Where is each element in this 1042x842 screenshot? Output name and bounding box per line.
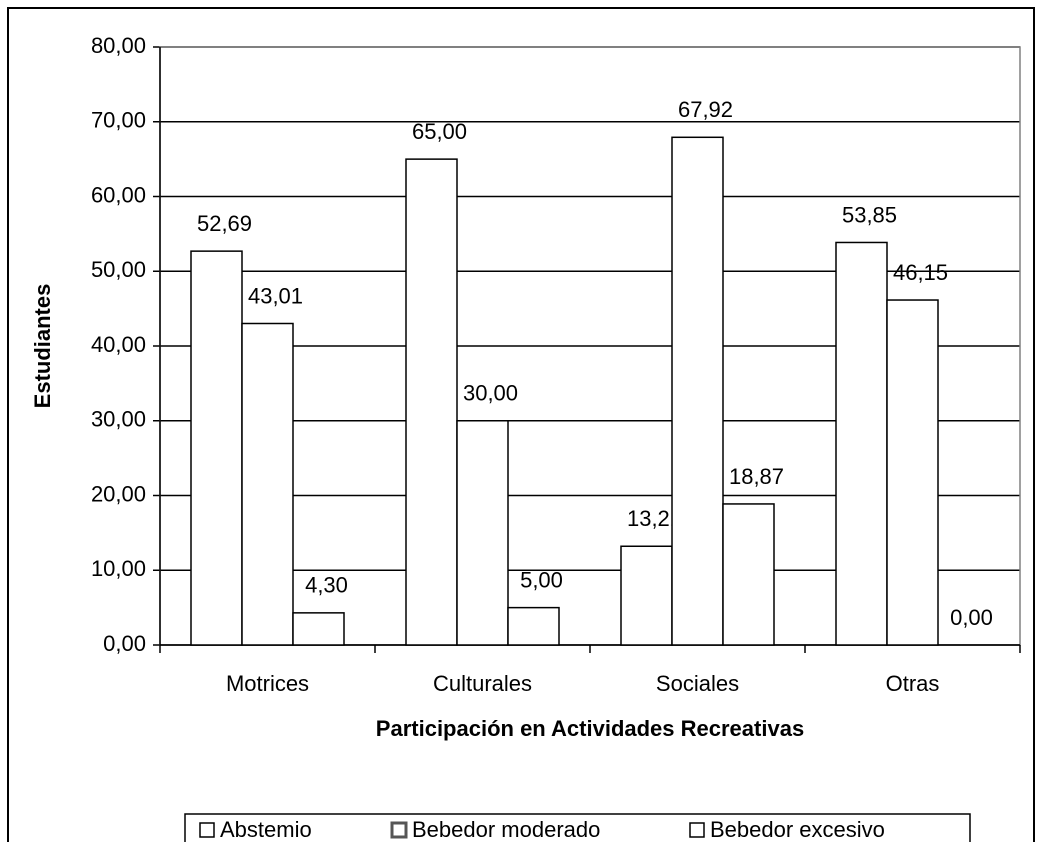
legend-swatch bbox=[689, 822, 705, 838]
y-tick-label: 10,00 bbox=[91, 556, 146, 581]
value-label: 67,92 bbox=[678, 97, 733, 122]
bar bbox=[886, 299, 939, 646]
value-label: 52,69 bbox=[197, 211, 252, 236]
legend-label: Bebedor moderado bbox=[412, 817, 600, 842]
x-tick-label: Sociales bbox=[656, 671, 739, 696]
bar bbox=[671, 136, 724, 646]
x-tick-label: Motrices bbox=[226, 671, 309, 696]
y-tick-label: 20,00 bbox=[91, 481, 146, 506]
y-tick-label: 30,00 bbox=[91, 407, 146, 432]
bar bbox=[190, 250, 243, 646]
bar bbox=[292, 612, 345, 646]
y-tick-label: 80,00 bbox=[91, 33, 146, 58]
bar bbox=[241, 322, 294, 646]
y-tick-label: 70,00 bbox=[91, 108, 146, 133]
bar bbox=[620, 545, 673, 646]
legend-swatch bbox=[199, 822, 215, 838]
bar bbox=[507, 606, 560, 646]
legend-label: Abstemio bbox=[220, 817, 312, 842]
value-label: 53,85 bbox=[842, 202, 897, 227]
value-label: 65,00 bbox=[412, 119, 467, 144]
y-tick-label: 40,00 bbox=[91, 332, 146, 357]
bar bbox=[405, 158, 458, 646]
value-label: 30,00 bbox=[463, 381, 518, 406]
value-label: 0,00 bbox=[950, 605, 993, 630]
value-label: 5,00 bbox=[520, 567, 563, 592]
legend-box bbox=[184, 813, 971, 842]
x-tick-label: Otras bbox=[886, 671, 940, 696]
bar bbox=[722, 503, 775, 646]
value-label: 4,30 bbox=[305, 573, 348, 598]
y-tick-label: 60,00 bbox=[91, 182, 146, 207]
x-axis-title: Participación en Actividades Recreativas bbox=[376, 716, 804, 741]
bar bbox=[835, 241, 888, 646]
value-label: 46,15 bbox=[893, 260, 948, 285]
legend-label: Bebedor excesivo bbox=[710, 817, 885, 842]
x-tick-label: Culturales bbox=[433, 671, 532, 696]
value-label: 18,87 bbox=[729, 464, 784, 489]
legend-swatch bbox=[390, 821, 408, 839]
y-tick-label: 50,00 bbox=[91, 257, 146, 282]
bar bbox=[456, 420, 509, 646]
value-label: 43,01 bbox=[248, 283, 303, 308]
y-tick-label: 0,00 bbox=[103, 631, 146, 656]
y-axis-title: Estudiantes bbox=[30, 284, 55, 409]
